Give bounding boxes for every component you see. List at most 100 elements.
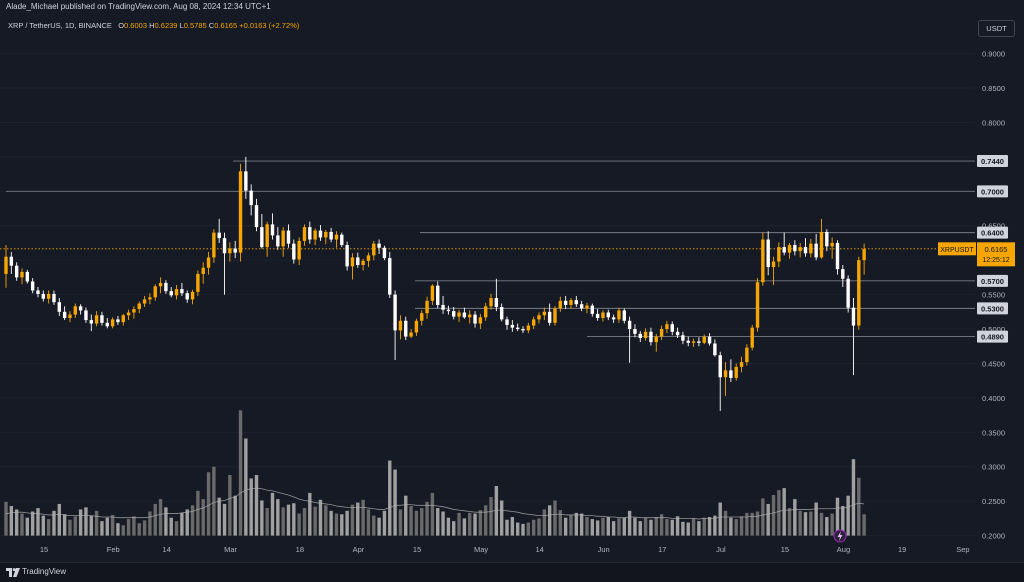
low-label: L — [179, 21, 184, 30]
candle — [617, 307, 621, 323]
candle-body — [457, 312, 461, 317]
candle — [73, 303, 77, 319]
candle — [196, 270, 200, 296]
candle — [574, 295, 579, 307]
candle-body — [814, 243, 818, 258]
candle-body — [233, 248, 237, 253]
candle-body — [132, 309, 136, 313]
close-value: 0.6165 — [214, 21, 238, 30]
volume-bar — [665, 519, 669, 536]
candle-body — [691, 341, 696, 343]
level-label-bg — [977, 226, 1008, 239]
candle-body — [297, 240, 301, 260]
volume-bar — [771, 494, 776, 536]
candle — [14, 262, 19, 281]
candle-body — [425, 300, 429, 314]
candle — [46, 290, 51, 304]
volume-bar — [260, 500, 264, 536]
level-label-bg — [977, 302, 1008, 315]
candle — [254, 198, 259, 232]
currency-button[interactable]: USDT — [978, 20, 1015, 37]
candle — [590, 303, 594, 317]
candle-body — [382, 247, 387, 259]
candle — [611, 314, 616, 323]
candle-body — [484, 306, 488, 318]
candle-body — [313, 230, 317, 240]
candle — [825, 229, 829, 252]
volume-bar — [649, 519, 653, 536]
volume-bar — [238, 410, 243, 536]
volume-bar — [777, 490, 781, 536]
candle-body — [116, 319, 120, 323]
candle-body — [777, 247, 781, 262]
candle-body — [14, 265, 19, 278]
candle — [521, 326, 525, 334]
volume-bar — [755, 511, 760, 536]
candle — [510, 320, 515, 332]
volume-bar — [116, 523, 120, 536]
candle-body — [388, 258, 392, 295]
candle-body — [126, 312, 131, 316]
candle — [814, 234, 818, 261]
candle — [78, 304, 83, 315]
volume-bar — [73, 516, 77, 536]
candle — [105, 318, 109, 329]
candle-body — [52, 293, 56, 303]
candle-body — [851, 307, 856, 326]
candle-body — [196, 273, 200, 292]
candle — [675, 327, 680, 338]
candle-body — [78, 306, 83, 311]
candle-body — [190, 291, 195, 300]
candle — [41, 290, 46, 302]
volume-bar — [196, 490, 200, 536]
x-tick-label: 17 — [658, 545, 666, 554]
volume-bar — [841, 505, 845, 536]
candle-body — [281, 230, 285, 247]
candle — [137, 301, 141, 314]
candle-body — [121, 315, 125, 323]
volume-bar — [366, 509, 371, 536]
tradingview-logo-icon[interactable] — [6, 568, 20, 577]
candle — [174, 284, 179, 300]
volume-bar — [361, 499, 365, 536]
candle-body — [217, 232, 221, 239]
high-value: 0.6239 — [154, 21, 178, 30]
volume-bar — [217, 497, 221, 536]
candle — [356, 252, 360, 268]
candle — [148, 293, 152, 305]
volume-bar — [825, 517, 829, 536]
candle-body — [787, 245, 792, 253]
candle-body — [846, 278, 850, 308]
volume-bar — [233, 495, 237, 536]
volume-bar — [590, 519, 594, 536]
flash-icon[interactable] — [833, 529, 847, 543]
candle-body — [462, 312, 467, 318]
candle — [158, 277, 163, 294]
candle — [782, 232, 786, 256]
candle-body — [292, 243, 296, 260]
candle-body — [158, 282, 163, 287]
volume-bar — [766, 503, 770, 536]
candle — [126, 309, 131, 321]
volume-bar — [329, 510, 333, 536]
candle — [100, 311, 104, 326]
candle-body — [36, 290, 40, 294]
volume-bar — [473, 513, 477, 536]
candle-body — [841, 269, 845, 279]
candle-body — [633, 329, 637, 334]
volume-bar — [601, 517, 605, 536]
candle — [121, 313, 125, 326]
x-tick-label: 15 — [413, 545, 421, 554]
volume-bar — [750, 512, 754, 536]
candle-body — [270, 224, 275, 236]
candle-body — [329, 231, 333, 240]
candle — [729, 359, 733, 383]
candle-body — [180, 289, 184, 294]
candle-body — [228, 248, 232, 254]
candle-body — [830, 242, 834, 247]
candle-body — [510, 324, 515, 328]
volume-bar — [622, 517, 626, 536]
level-label-0.4890: 0.4890 — [981, 333, 1004, 342]
candle-body — [345, 245, 349, 267]
